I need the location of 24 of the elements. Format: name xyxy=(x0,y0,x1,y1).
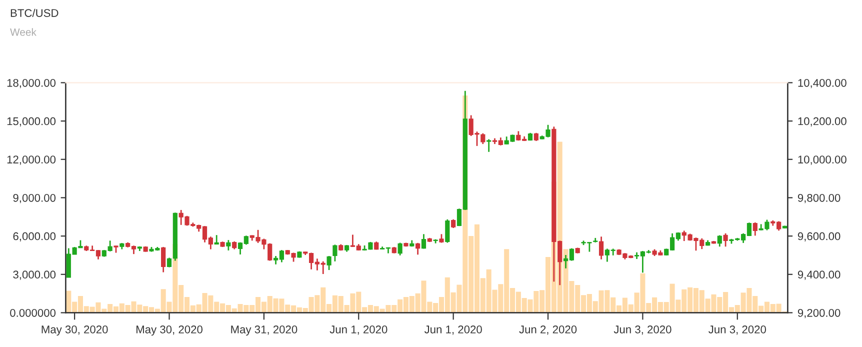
y2-tick-label: 9,200.00 xyxy=(798,308,840,318)
x-tick-label: Jun 1, 2020 xyxy=(424,326,482,335)
x-tick-label: Jun 1, 2020 xyxy=(330,326,388,335)
x-tick-label: May 31, 2020 xyxy=(231,326,298,336)
y-tick-label: 3,000.00 xyxy=(13,270,56,280)
chart-title: BTC/USD xyxy=(10,8,58,17)
y-tick-label: 18,000.00 xyxy=(7,78,56,88)
x-tick-label: May 30, 2020 xyxy=(42,326,108,336)
y2-tick-label: 9,800.00 xyxy=(798,194,840,204)
x-tick-label: Jun 3, 2020 xyxy=(614,326,672,335)
y-tick-label: 0.000000 xyxy=(10,308,56,317)
x-tick-label: Jun 3, 2020 xyxy=(708,326,766,335)
x-tick-label: Jun 2, 2020 xyxy=(519,326,577,335)
y-tick-label: 9,000.00 xyxy=(13,194,56,204)
y2-tick-label: 10,000.00 xyxy=(798,156,846,165)
y2-tick-label: 9,400.00 xyxy=(798,270,840,280)
y2-tick-label: 10,200.00 xyxy=(798,117,846,126)
y-tick-label: 15,000.00 xyxy=(7,117,56,126)
y-tick-label: 6,000.00 xyxy=(13,232,56,242)
chart-subtitle: Week xyxy=(10,28,36,36)
x-tick-label: May 30, 2020 xyxy=(136,326,202,336)
y2-tick-label: 10,400.00 xyxy=(798,78,846,88)
y2-tick-label: 9,600.00 xyxy=(798,232,840,242)
y-tick-label: 12,000.00 xyxy=(7,156,56,165)
